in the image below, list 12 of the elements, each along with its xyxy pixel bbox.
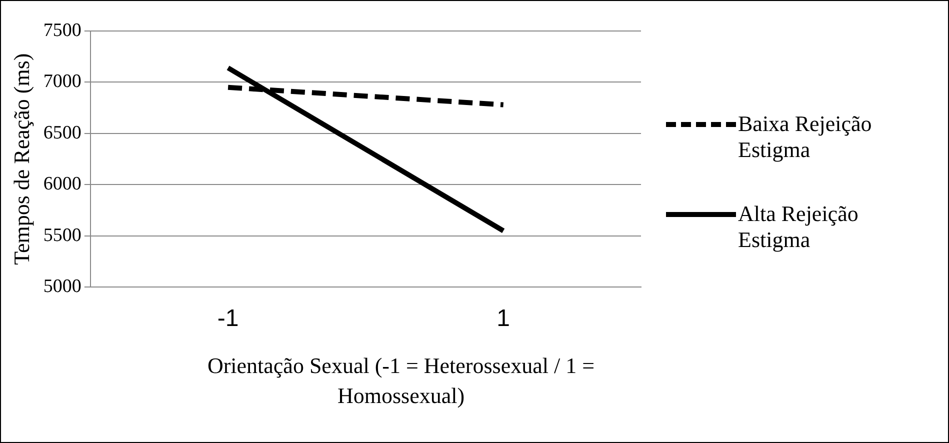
y-tick-label: 5000	[43, 276, 82, 298]
legend-label: Alta Rejeição Estigma	[738, 201, 860, 253]
y-tick-label: 6500	[43, 122, 82, 144]
y-tick-label: 6000	[43, 174, 82, 195]
y-axis-title: Tempos de Reação (ms)	[8, 53, 34, 265]
x-tick-label: -1	[217, 305, 239, 332]
x-tick-label: 1	[496, 305, 510, 332]
legend-label: Baixa Rejeição Estigma	[738, 111, 873, 163]
y-tick-label: 7500	[43, 20, 82, 41]
y-tick-label: 5500	[43, 224, 82, 246]
y-tick-label: 7000	[43, 71, 82, 92]
x-axis-title: Orientação Sexual (-1 = Heterossexual / 1 = Homossexual)	[206, 352, 596, 410]
